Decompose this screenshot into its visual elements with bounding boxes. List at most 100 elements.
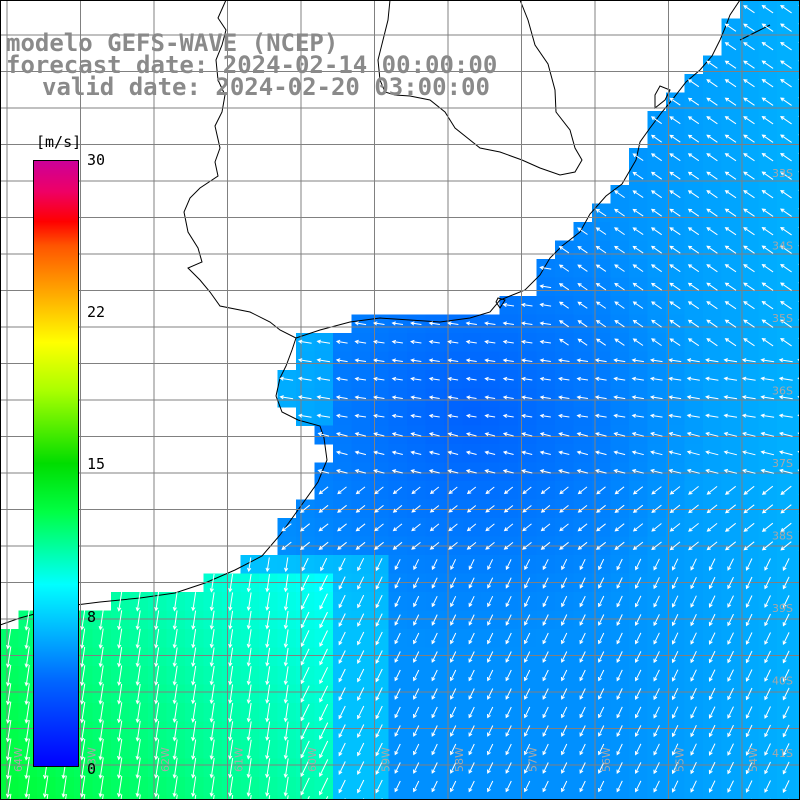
wind-arrow — [668, 395, 682, 400]
wind-arrow — [688, 486, 699, 495]
wind-arrow — [616, 595, 623, 608]
wind-arrow — [487, 669, 494, 682]
wind-arrow — [635, 762, 642, 775]
wind-arrow — [686, 413, 700, 418]
wind-arrow — [316, 395, 331, 400]
wind-arrow — [354, 469, 367, 474]
wind-arrow — [447, 358, 459, 363]
wind-arrow — [521, 395, 533, 400]
wind-arrow — [668, 468, 682, 474]
wind-arrow — [431, 743, 438, 756]
wind-arrow — [561, 725, 568, 737]
colorbar-unit: [m/s] — [36, 133, 82, 151]
wind-arrow — [780, 42, 792, 51]
wind-arrow — [761, 115, 774, 125]
wind-arrow — [561, 614, 568, 626]
wind-arrow — [540, 523, 551, 532]
wind-arrow — [487, 780, 494, 793]
wind-arrow — [413, 743, 420, 756]
wind-arrow — [745, 780, 753, 793]
wind-arrow — [594, 432, 607, 437]
wind-arrow — [724, 190, 737, 199]
wind-arrow — [465, 469, 477, 474]
wind-arrow — [690, 706, 697, 719]
wind-arrow — [450, 762, 457, 774]
wind-arrow — [745, 613, 753, 627]
wind-arrow — [228, 647, 234, 667]
wind-arrow — [632, 208, 644, 217]
wind-arrow — [577, 338, 588, 346]
wind-arrow — [338, 687, 346, 701]
wind-arrow — [505, 743, 512, 756]
wind-arrow — [450, 725, 457, 737]
wind-arrow — [616, 614, 623, 627]
wind-arrow — [505, 669, 512, 682]
wind-arrow — [559, 338, 569, 346]
wind-arrow — [743, 301, 755, 310]
wind-arrow — [300, 611, 310, 629]
wind-arrow — [357, 594, 365, 609]
wind-arrow — [764, 558, 771, 571]
wind-arrow — [688, 541, 699, 551]
wind-speed-cell — [296, 795, 315, 800]
wind-arrow — [743, 23, 755, 32]
wind-arrow — [24, 609, 30, 631]
wind-arrow — [524, 614, 531, 626]
wind-arrow — [561, 762, 568, 774]
wind-arrow — [651, 504, 662, 514]
wind-arrow — [671, 613, 679, 627]
wind-arrow — [228, 629, 234, 649]
wind-arrow — [761, 60, 774, 69]
wind-arrow — [316, 358, 331, 363]
wind-arrow — [706, 153, 718, 162]
wind-arrow — [265, 629, 271, 649]
wind-arrow — [172, 720, 178, 742]
wind-arrow — [653, 632, 660, 645]
wind-arrow — [246, 574, 252, 593]
wind-arrow — [632, 301, 644, 309]
wind-arrow — [686, 468, 700, 474]
wind-arrow — [117, 720, 123, 742]
wind-arrow — [284, 557, 289, 573]
wind-arrow — [502, 450, 514, 455]
wind-arrow — [468, 725, 475, 737]
wind-arrow — [80, 775, 86, 798]
wind-arrow — [502, 395, 514, 400]
wind-arrow — [797, 432, 800, 436]
wind-arrow — [741, 358, 756, 363]
wind-arrow — [465, 376, 477, 381]
wind-arrow — [394, 595, 401, 608]
wind-arrow — [357, 761, 365, 775]
wind-arrow — [391, 339, 403, 344]
wind-arrow — [338, 576, 346, 590]
wind-arrow — [632, 227, 644, 236]
wind-speed-cell — [795, 111, 800, 130]
wind-arrow — [447, 339, 459, 344]
wind-speed-cell — [148, 795, 167, 800]
wind-arrow — [635, 725, 642, 738]
wind-arrow — [727, 743, 734, 756]
wind-arrow — [561, 688, 568, 700]
wind-arrow — [64, 794, 67, 800]
longitude-label: 62W — [159, 747, 172, 772]
wind-arrow — [373, 376, 385, 381]
wind-arrow — [706, 301, 718, 310]
wind-arrow — [265, 739, 271, 760]
wind-arrow — [782, 706, 790, 720]
wind-arrow — [375, 576, 383, 590]
wind-arrow — [394, 762, 401, 774]
wind-arrow — [117, 647, 123, 668]
wind-arrow — [613, 469, 626, 474]
wind-arrow — [521, 469, 533, 474]
wind-arrow — [706, 264, 718, 273]
wind-arrow — [724, 338, 737, 347]
wind-arrow — [708, 558, 716, 571]
wind-arrow — [413, 577, 420, 589]
wind-arrow — [98, 665, 104, 687]
wind-arrow — [228, 721, 234, 742]
wind-arrow — [708, 632, 716, 645]
wind-speed-cell — [425, 795, 445, 800]
wind-arrow — [337, 523, 347, 532]
wind-arrow — [616, 725, 623, 738]
